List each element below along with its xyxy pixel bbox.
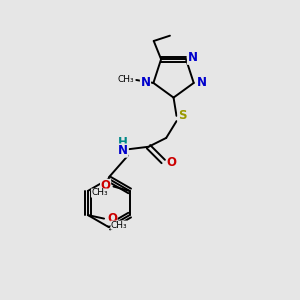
Text: N: N [197,76,207,89]
Text: O: O [107,212,117,224]
Text: H: H [118,136,128,149]
Text: CH₃: CH₃ [91,188,108,197]
Text: CH₃: CH₃ [117,76,134,85]
Text: O: O [100,179,110,192]
Text: N: N [140,76,150,89]
Text: N: N [118,144,128,157]
Text: O: O [167,157,177,169]
Text: CH₃: CH₃ [110,220,127,230]
Text: N: N [188,51,197,64]
Text: S: S [178,109,187,122]
